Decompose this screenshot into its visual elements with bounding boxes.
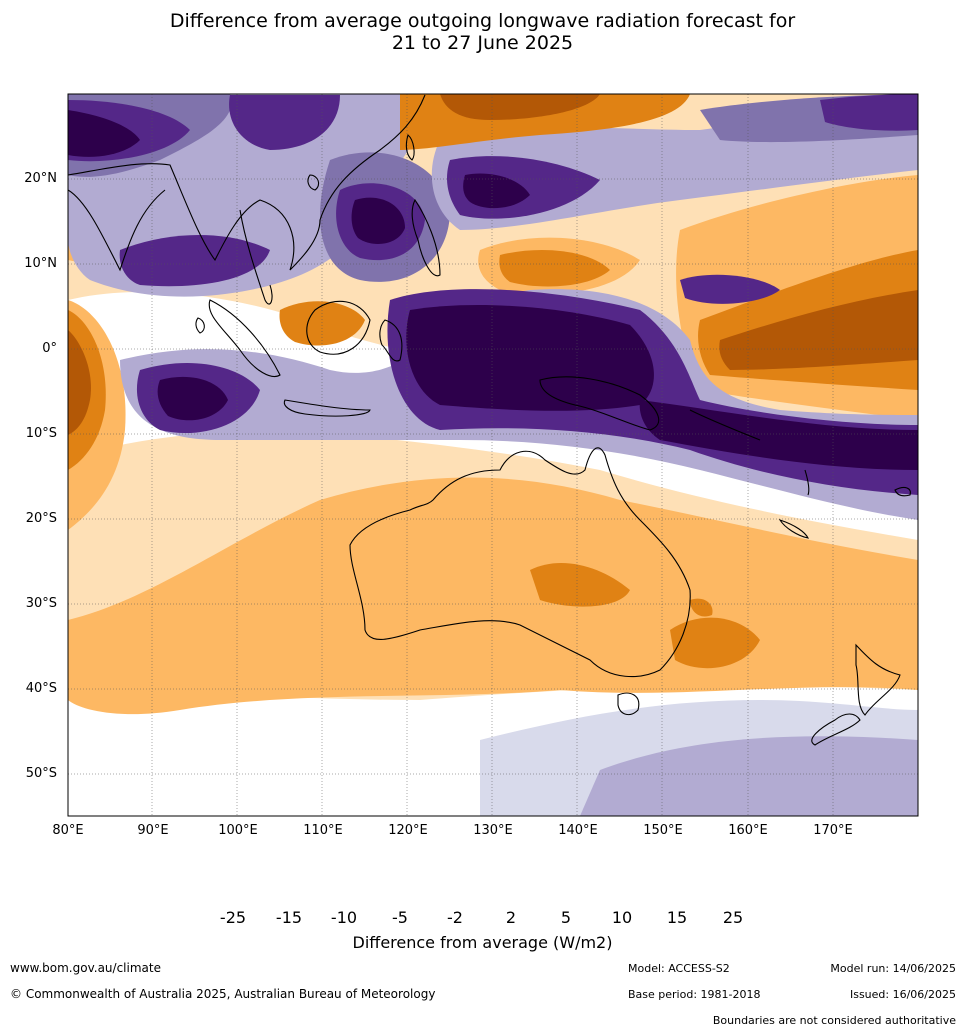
colorbar-tick: -10 (330, 908, 358, 927)
map-title: Difference from average outgoing longwav… (0, 10, 965, 54)
tasmania-coast (617, 692, 640, 716)
copyright-text: © Commonwealth of Australia 2025, Austra… (10, 987, 436, 1001)
lon-label-170e: 170°E (813, 823, 853, 838)
vanuatu-coast (804, 469, 810, 496)
fiji-coast (894, 486, 911, 497)
new-zealand-north-coast (855, 643, 901, 716)
anomaly-north-pacific-brown (440, 94, 600, 120)
disclaimer-text: Boundaries are not considered authoritat… (712, 1014, 956, 1027)
colorbar-tick: 25 (722, 908, 744, 927)
anomaly-bengal-purple (119, 235, 270, 287)
lon-label-150e: 150°E (643, 823, 683, 838)
anomaly-south-lavender (580, 736, 918, 816)
colorbar-tick: -25 (219, 908, 247, 927)
sumatra-coast (208, 299, 281, 377)
anomaly-australia-dark-orange-2 (690, 598, 713, 617)
anomaly-north-pacific-darkest (463, 173, 530, 209)
australia-coast (349, 447, 691, 678)
lon-label-130e: 130°E (473, 823, 513, 838)
taiwan-coast (405, 134, 415, 161)
lat-label-50s: 50°S (25, 766, 57, 781)
philippines-coast (411, 198, 441, 277)
anomaly-west-indian-brown (68, 330, 91, 435)
lon-label-140e: 140°E (558, 823, 598, 838)
india-coast (68, 189, 166, 272)
colorbar-tick: 2 (505, 908, 517, 927)
mainland-asia-coast (68, 94, 426, 271)
lat-label-30s: 30°S (25, 596, 57, 611)
anomaly-equatorial-darkest-indian (157, 376, 228, 421)
malay-peninsula-coast (239, 209, 273, 305)
model-run-text: Model run: 14/06/2025 (830, 962, 956, 975)
colorbar-tick: 15 (666, 908, 688, 927)
colorbar-tick: -15 (275, 908, 303, 927)
lon-label-80e: 80°E (52, 823, 84, 838)
graticule (68, 94, 918, 816)
colorbar-tick: 5 (560, 908, 572, 927)
lat-label-10n: 10°N (24, 256, 57, 271)
map-title-line-1: Difference from average outgoing longwav… (169, 10, 796, 32)
anomaly-east-pacific-purple-blob (680, 274, 780, 304)
hainan-coast (307, 174, 320, 191)
map-title-line-2: 21 to 27 June 2025 (391, 32, 574, 54)
lon-label-110e: 110°E (303, 823, 343, 838)
colorbar-tick: -5 (392, 908, 408, 927)
anomaly-australia-dark-orange-1 (530, 562, 630, 607)
lat-label-10s: 10°S (25, 426, 57, 441)
borneo-coast (306, 300, 371, 355)
sri-lanka-coast (195, 317, 205, 334)
java-coast (283, 399, 371, 417)
anomaly-maritime-continent-darkest (406, 305, 654, 411)
anomaly-coral-sea-darkest (639, 400, 918, 470)
website-link[interactable]: www.bom.gov.au/climate (10, 961, 161, 975)
lat-label-equator: 0° (42, 341, 57, 356)
anomaly-far-north-dark-purple (820, 94, 918, 131)
colorbar-label: Difference from average (W/m2) (352, 933, 613, 952)
anomaly-philippines-darkest (351, 197, 405, 244)
coastlines (68, 94, 911, 746)
anomaly-borneo-orange (279, 301, 365, 346)
sulawesi-coast (379, 319, 403, 362)
anomaly-indochina-purple (229, 95, 340, 150)
olr-anomaly-map (67, 93, 919, 817)
model-text: Model: ACCESS-S2 (628, 962, 730, 975)
map-border (67, 93, 919, 817)
lon-label-120e: 120°E (388, 823, 428, 838)
colorbar-tick: -2 (447, 908, 463, 927)
lon-label-160e: 160°E (728, 823, 768, 838)
anomaly-northern-darkest (68, 110, 140, 157)
lat-label-40s: 40°S (25, 681, 57, 696)
anomaly-east-pacific-brown (719, 290, 918, 370)
new-guinea-coast (539, 376, 660, 431)
new-zealand-south-coast (811, 713, 861, 746)
solomon-islands-coast (689, 409, 761, 441)
colorbar-tick: 10 (611, 908, 633, 927)
new-caledonia-coast (778, 518, 809, 539)
lon-label-90e: 90°E (137, 823, 169, 838)
base-period-text: Base period: 1981-2018 (628, 988, 761, 1001)
anomaly-central-pacific-dark-orange (499, 250, 610, 287)
lat-label-20s: 20°S (25, 511, 57, 526)
issued-text: Issued: 16/06/2025 (849, 988, 956, 1001)
anomaly-tasman-dark-orange (670, 617, 760, 669)
lat-label-20n: 20°N (24, 171, 57, 186)
lon-label-100e: 100°E (218, 823, 258, 838)
